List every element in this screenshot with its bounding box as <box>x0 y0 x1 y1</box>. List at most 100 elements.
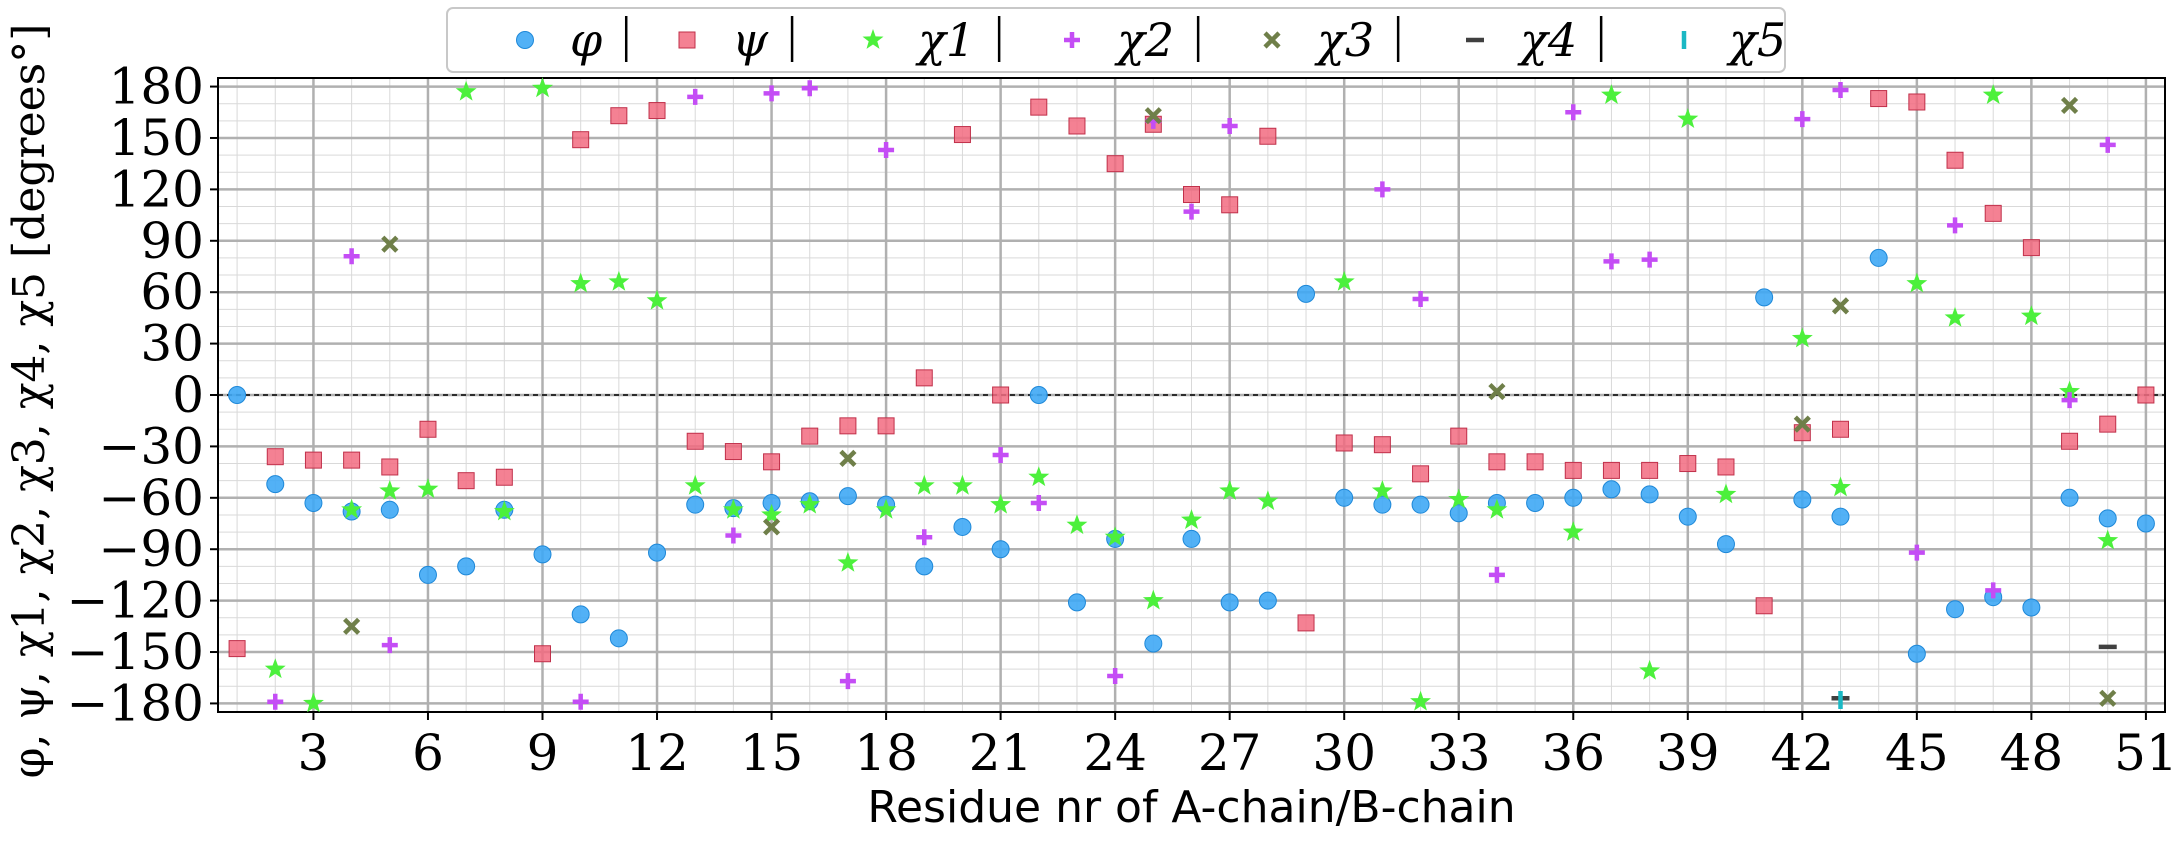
data-point-series-2 <box>913 474 935 495</box>
data-point-series-3 <box>1832 81 1849 98</box>
data-point-series-0 <box>1946 600 1965 619</box>
y-tick-label: −150 <box>67 623 204 681</box>
data-point-series-3 <box>381 637 398 654</box>
x-tick-label: 12 <box>625 724 689 782</box>
data-point-series-0 <box>1297 284 1316 303</box>
data-point-series-3 <box>1947 217 1964 234</box>
data-point-series-1 <box>1030 98 1048 116</box>
data-point-series-1 <box>2022 239 2040 257</box>
data-point-series-4 <box>1831 297 1850 315</box>
data-point-series-2 <box>875 498 897 519</box>
data-point-series-0 <box>1678 507 1697 526</box>
x-tick-label: 30 <box>1312 724 1376 782</box>
data-point-series-1 <box>1526 453 1544 471</box>
y-tick-label: −180 <box>67 674 204 732</box>
legend-items: φ ψ χ1 χ2 χ3 χ4 χ5 <box>516 13 1786 67</box>
x-axis-title: Residue nr of A-chain/B-chain <box>867 782 1515 833</box>
data-point-series-2 <box>837 551 859 572</box>
data-point-series-1 <box>495 468 513 486</box>
data-point-series-0 <box>1640 485 1659 504</box>
x-tick-label: 9 <box>527 724 559 782</box>
data-point-series-1 <box>2137 386 2155 404</box>
data-point-series-0 <box>1831 507 1850 526</box>
legend-frame <box>446 7 1786 73</box>
data-point-series-4 <box>1488 382 1506 401</box>
y-tick-label: 90 <box>140 212 204 270</box>
data-point-series-2 <box>1830 476 1851 497</box>
legend-marker-2 <box>862 29 884 49</box>
data-point-series-3 <box>1183 203 1200 220</box>
data-point-series-3 <box>687 88 704 105</box>
x-tick-label: 33 <box>1427 724 1491 782</box>
data-point-series-1 <box>381 458 399 476</box>
data-point-series-1 <box>1564 461 1582 479</box>
data-point-series-1 <box>1602 461 1620 479</box>
legend-label-1: ψ <box>732 13 769 67</box>
data-point-series-0 <box>228 386 247 404</box>
data-point-series-1 <box>1488 453 1506 471</box>
data-point-series-2 <box>493 500 515 521</box>
data-point-series-1 <box>1832 420 1849 438</box>
data-point-series-1 <box>763 453 781 471</box>
data-point-series-2 <box>379 480 401 500</box>
data-point-series-1 <box>2099 415 2117 433</box>
data-point-series-1 <box>648 102 666 120</box>
data-point-series-1 <box>572 131 590 149</box>
data-point-series-1 <box>2061 432 2079 450</box>
data-point-series-1 <box>1984 204 2002 222</box>
data-point-series-1 <box>915 369 933 387</box>
data-point-series-0 <box>1067 593 1086 612</box>
data-point-series-0 <box>1716 535 1735 554</box>
data-point-series-3 <box>1412 291 1429 308</box>
legend-marker-4 <box>1263 31 1281 49</box>
data-point-series-2 <box>264 658 286 679</box>
data-point-series-2 <box>1066 514 1088 535</box>
y-tick-label: 150 <box>109 109 204 167</box>
data-point-series-1 <box>1946 151 1964 169</box>
data-point-series-1 <box>1755 597 1773 615</box>
data-point-series-0 <box>953 517 972 536</box>
data-point-series-2 <box>1028 466 1050 487</box>
data-point-series-3 <box>878 141 895 158</box>
data-point-series-2 <box>2097 529 2119 550</box>
data-point-series-0 <box>1029 386 1048 404</box>
y-tick-label: −120 <box>67 572 204 630</box>
data-point-series-1 <box>534 645 551 663</box>
data-point-series-2 <box>303 692 324 713</box>
data-point-series-2 <box>684 474 706 495</box>
data-point-series-2 <box>1906 272 1928 293</box>
data-point-series-4 <box>381 235 399 253</box>
data-point-series-2 <box>1562 521 1584 541</box>
data-point-series-1 <box>1068 117 1086 135</box>
x-tick-label: 51 <box>2114 724 2173 782</box>
data-point-series-0 <box>648 543 667 562</box>
y-tick-label: −30 <box>98 417 204 475</box>
data-point-series-2 <box>1486 498 1508 519</box>
data-point-series-1 <box>266 448 284 466</box>
data-point-series-3 <box>1221 117 1238 134</box>
data-point-series-3 <box>267 693 284 710</box>
data-point-series-0 <box>304 493 323 512</box>
data-point-series-2 <box>1410 690 1431 711</box>
data-point-series-3 <box>1030 494 1047 511</box>
data-point-series-1 <box>1221 196 1239 214</box>
data-point-series-1 <box>610 107 628 125</box>
data-point-series-2 <box>722 498 744 519</box>
legend-label-6: χ5 <box>1726 13 1786 67</box>
data-point-series-1 <box>1335 434 1353 452</box>
data-point-series-2 <box>2059 380 2080 401</box>
data-point-series-0 <box>418 565 437 584</box>
data-point-series-0 <box>1182 529 1201 548</box>
data-point-series-0 <box>838 487 857 506</box>
data-point-series-1 <box>1183 186 1200 204</box>
data-point-series-3 <box>2061 392 2078 409</box>
data-point-series-3 <box>725 527 742 544</box>
y-tick-label: 0 <box>172 366 204 424</box>
data-point-series-2 <box>532 77 553 98</box>
data-point-series-3 <box>1985 582 2002 599</box>
data-point-series-1 <box>953 126 971 144</box>
data-point-series-2 <box>1142 589 1164 610</box>
x-axis: 3 6 9 12 15 18 21 24 27 30 33 36 39 42 45 48 51 <box>298 712 2173 782</box>
data-point-series-2 <box>1944 306 1966 327</box>
